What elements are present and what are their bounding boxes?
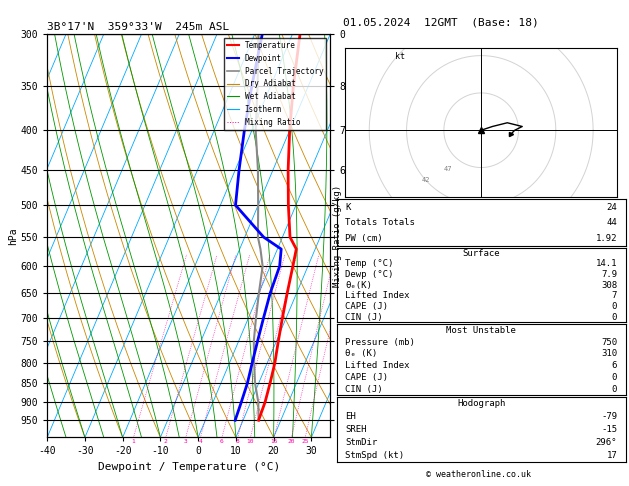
Text: 0: 0 xyxy=(612,384,617,394)
Text: 24: 24 xyxy=(606,203,617,211)
Text: 1: 1 xyxy=(131,439,135,444)
Text: SREH: SREH xyxy=(345,425,367,434)
Text: 7.9: 7.9 xyxy=(601,270,617,279)
Text: Pressure (mb): Pressure (mb) xyxy=(345,338,415,347)
Text: 10: 10 xyxy=(247,439,254,444)
Text: 42: 42 xyxy=(421,177,430,183)
Text: 0: 0 xyxy=(612,373,617,382)
Text: -15: -15 xyxy=(601,425,617,434)
Text: Totals Totals: Totals Totals xyxy=(345,218,415,227)
Text: -79: -79 xyxy=(601,412,617,421)
Text: 296°: 296° xyxy=(596,438,617,447)
Text: PW (cm): PW (cm) xyxy=(345,234,383,243)
Text: Mixing Ratio (g/kg): Mixing Ratio (g/kg) xyxy=(333,185,342,287)
Text: StmDir: StmDir xyxy=(345,438,377,447)
Text: 17: 17 xyxy=(606,451,617,460)
Text: θₑ(K): θₑ(K) xyxy=(345,280,372,290)
Text: 15: 15 xyxy=(270,439,278,444)
Y-axis label: hPa: hPa xyxy=(8,227,18,244)
Text: StmSpd (kt): StmSpd (kt) xyxy=(345,451,404,460)
Text: Lifted Index: Lifted Index xyxy=(345,291,409,300)
Text: Lifted Index: Lifted Index xyxy=(345,361,409,370)
Text: 0: 0 xyxy=(612,312,617,322)
Text: CAPE (J): CAPE (J) xyxy=(345,373,388,382)
Text: 6: 6 xyxy=(220,439,224,444)
Text: 3B°17'N  359°33'W  245m ASL: 3B°17'N 359°33'W 245m ASL xyxy=(47,22,230,32)
Text: 47: 47 xyxy=(444,166,452,172)
Text: 1.92: 1.92 xyxy=(596,234,617,243)
Text: θₑ (K): θₑ (K) xyxy=(345,349,377,358)
Text: 14.1: 14.1 xyxy=(596,260,617,268)
Text: 308: 308 xyxy=(601,280,617,290)
Text: Dewp (°C): Dewp (°C) xyxy=(345,270,394,279)
Text: 7: 7 xyxy=(612,291,617,300)
Text: Hodograph: Hodograph xyxy=(457,399,505,408)
Text: CAPE (J): CAPE (J) xyxy=(345,302,388,311)
Text: Temp (°C): Temp (°C) xyxy=(345,260,394,268)
Text: 0: 0 xyxy=(612,302,617,311)
Text: 20: 20 xyxy=(287,439,295,444)
Legend: Temperature, Dewpoint, Parcel Trajectory, Dry Adiabat, Wet Adiabat, Isotherm, Mi: Temperature, Dewpoint, Parcel Trajectory… xyxy=(224,38,326,130)
Text: 44: 44 xyxy=(606,218,617,227)
Text: 2: 2 xyxy=(164,439,167,444)
Text: Most Unstable: Most Unstable xyxy=(446,326,516,335)
Text: 01.05.2024  12GMT  (Base: 18): 01.05.2024 12GMT (Base: 18) xyxy=(343,17,538,27)
Text: 6: 6 xyxy=(612,361,617,370)
Text: Surface: Surface xyxy=(462,249,500,258)
Text: 25: 25 xyxy=(301,439,309,444)
Text: EH: EH xyxy=(345,412,356,421)
Text: CIN (J): CIN (J) xyxy=(345,312,383,322)
Text: CIN (J): CIN (J) xyxy=(345,384,383,394)
Text: kt: kt xyxy=(396,52,405,61)
Text: 3: 3 xyxy=(184,439,187,444)
Text: 8: 8 xyxy=(236,439,240,444)
X-axis label: Dewpoint / Temperature (°C): Dewpoint / Temperature (°C) xyxy=(97,462,280,472)
Text: © weatheronline.co.uk: © weatheronline.co.uk xyxy=(426,469,530,479)
Y-axis label: km
ASL: km ASL xyxy=(365,227,387,244)
Text: K: K xyxy=(345,203,350,211)
Text: 310: 310 xyxy=(601,349,617,358)
Text: 4: 4 xyxy=(199,439,203,444)
Text: 750: 750 xyxy=(601,338,617,347)
